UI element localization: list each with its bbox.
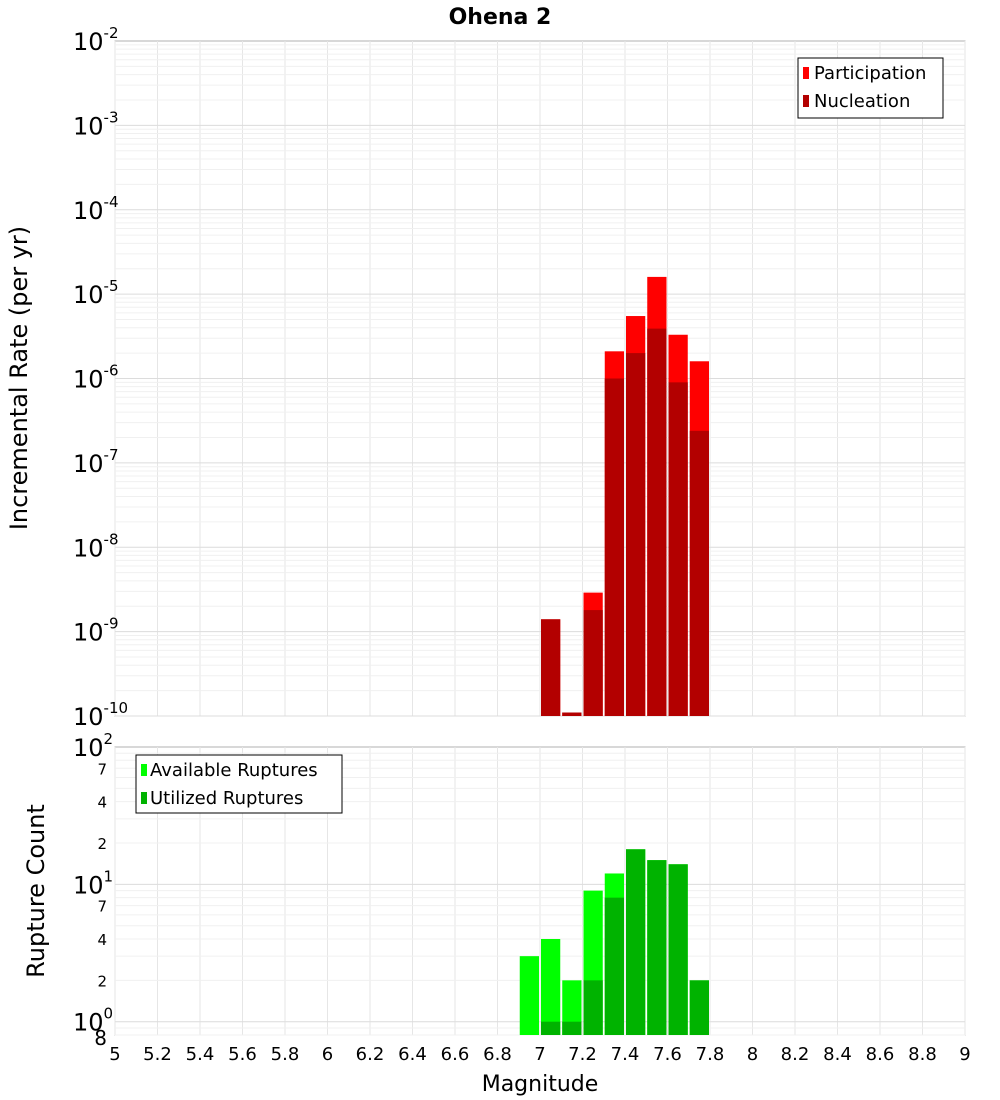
rate-bar-nucleation xyxy=(604,378,624,716)
count-y-tick-label-minor: 4 xyxy=(97,931,107,949)
rate-y-axis-label: Incremental Rate (per yr) xyxy=(5,226,33,530)
rate-grid xyxy=(114,41,966,717)
count-bar-available xyxy=(541,939,561,1035)
rate-legend: Participation Nucleation xyxy=(797,57,944,119)
rate-panel: 10-2 10-3 10-4 10-5 10-6 10-7 10-8 10-9 10-10 In… xyxy=(5,24,966,731)
rate-bar-nucleation xyxy=(583,610,603,716)
x-tick-label: 6.4 xyxy=(398,1044,427,1065)
count-y-tick-label-major: 100 xyxy=(73,1005,113,1037)
x-tick-label: 8.6 xyxy=(866,1044,895,1065)
count-y-tick-label-major: 101 xyxy=(73,867,113,899)
count-bars xyxy=(519,849,709,1035)
count-bar-utilized xyxy=(541,1021,561,1035)
x-tick-label: 8 xyxy=(747,1044,758,1065)
x-tick-label: 5 xyxy=(109,1044,120,1065)
x-tick-label: 7.2 xyxy=(568,1044,597,1065)
x-tick-label: 5.4 xyxy=(186,1044,215,1065)
legend-label-utilized: Utilized Ruptures xyxy=(150,788,303,809)
x-axis-label: Magnitude xyxy=(482,1072,599,1097)
rate-y-tick-labels: 10-2 10-3 10-4 10-5 10-6 10-7 10-8 10-9 10-10 xyxy=(73,24,128,731)
count-bar-utilized xyxy=(583,980,603,1035)
x-tick-label: 7.8 xyxy=(696,1044,725,1065)
x-tick-label: 7.4 xyxy=(611,1044,640,1065)
x-tick-label: 9 xyxy=(959,1044,970,1065)
count-y-tick-label-minor: 2 xyxy=(97,835,107,853)
count-bar-utilized xyxy=(562,1021,582,1035)
rate-bar-nucleation xyxy=(541,619,561,716)
legend-swatch-participation xyxy=(803,67,809,79)
count-y-tick-labels: 102 101 100 7 4 2 7 4 2 8 xyxy=(73,730,113,1050)
count-bar-utilized xyxy=(689,980,709,1035)
rate-y-tick-label: 10-10 xyxy=(73,699,128,731)
legend-label-available: Available Ruptures xyxy=(150,760,318,781)
count-y-tick-label-minor: 2 xyxy=(97,972,107,990)
count-y-tick-label-minor: 7 xyxy=(97,898,107,916)
count-bar-utilized xyxy=(668,864,688,1035)
count-legend: Available Ruptures Utilized Ruptures xyxy=(135,754,343,814)
x-tick-label: 6.6 xyxy=(441,1044,470,1065)
rate-y-tick-label: 10-8 xyxy=(73,530,119,562)
count-legend-box xyxy=(135,754,343,814)
rate-y-tick-label: 10-2 xyxy=(73,24,119,56)
rate-legend-box xyxy=(797,57,944,119)
count-bar-utilized xyxy=(647,860,667,1035)
legend-label-participation: Participation xyxy=(814,63,926,84)
x-tick-label: 6 xyxy=(322,1044,333,1065)
x-tick-label: 7 xyxy=(534,1044,545,1065)
legend-swatch-nucleation xyxy=(803,95,809,107)
count-y-tick-label-major: 102 xyxy=(73,730,113,762)
legend-swatch-utilized xyxy=(141,792,147,804)
rate-bar-nucleation xyxy=(689,430,709,716)
x-tick-label: 6.2 xyxy=(356,1044,385,1065)
x-tick-labels: 5 5.2 5.4 5.6 5.8 6 6.2 6.4 6.6 6.8 7 7.2 7.4 7.6 7.8 8… xyxy=(109,1044,970,1065)
count-y-tick-label-minor: 8 xyxy=(94,1026,107,1050)
rate-y-tick-label: 10-3 xyxy=(73,108,119,140)
rate-y-tick-label: 10-7 xyxy=(73,446,119,478)
x-tick-label: 5.2 xyxy=(143,1044,172,1065)
count-grid xyxy=(114,747,966,1036)
x-tick-label: 8.2 xyxy=(781,1044,810,1065)
rate-bar-nucleation xyxy=(647,328,667,716)
rate-y-tick-label: 10-5 xyxy=(73,277,119,309)
count-bar-available xyxy=(562,980,582,1035)
chart-title: Ohena 2 xyxy=(449,5,552,30)
count-y-axis-label: Rupture Count xyxy=(22,804,50,978)
count-y-tick-label-minor: 7 xyxy=(97,760,107,778)
x-tick-label: 8.4 xyxy=(823,1044,852,1065)
x-tick-label: 8.8 xyxy=(908,1044,937,1065)
rate-bar-nucleation xyxy=(626,353,646,716)
rate-bar-nucleation xyxy=(562,712,582,716)
x-tick-label: 6.8 xyxy=(483,1044,512,1065)
count-y-tick-label-minor: 4 xyxy=(97,794,107,812)
rate-y-tick-label: 10-4 xyxy=(73,193,119,225)
count-bar-utilized xyxy=(604,897,624,1035)
rate-bar-nucleation xyxy=(668,382,688,716)
count-bar-utilized xyxy=(626,849,646,1035)
x-tick-label: 5.8 xyxy=(271,1044,300,1065)
count-panel: 102 101 100 7 4 2 7 4 2 8 5 5.2 5.4 5.6 5.8 6 6.2 6.4 6.6… xyxy=(22,730,971,1097)
legend-swatch-available xyxy=(141,764,147,776)
legend-label-nucleation: Nucleation xyxy=(814,91,910,112)
rate-y-tick-label: 10-9 xyxy=(73,615,119,647)
rate-y-tick-label: 10-6 xyxy=(73,362,119,394)
x-tick-label: 7.6 xyxy=(653,1044,682,1065)
x-tick-label: 5.6 xyxy=(228,1044,257,1065)
rate-bars xyxy=(541,276,709,716)
count-bar-available xyxy=(519,956,539,1035)
